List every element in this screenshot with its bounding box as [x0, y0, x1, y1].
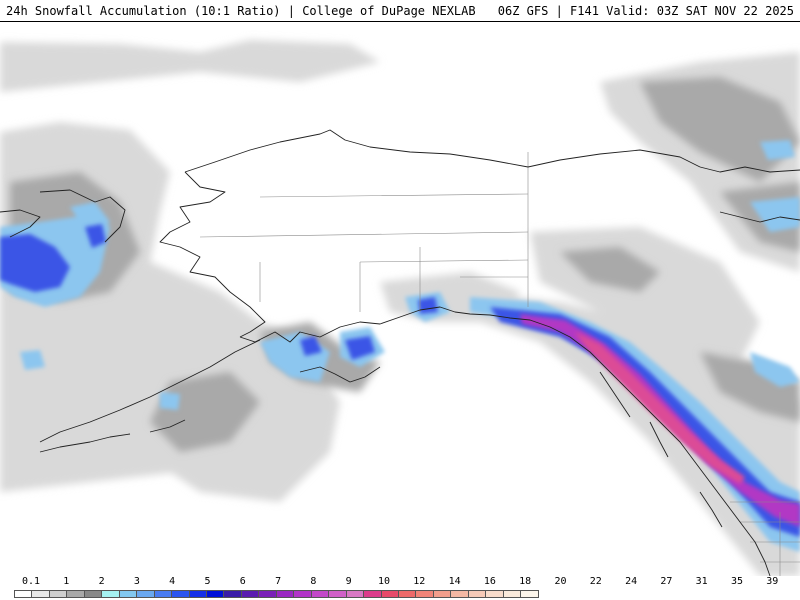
legend-label: 27 [660, 576, 673, 587]
legend-label: 16 [483, 576, 496, 587]
legend-labels: 0.1 1 2 3 4 5 6 7 8 9 10 12 14 16 18 20 22 24 27 31 35 39 [0, 576, 800, 589]
legend-label: 22 [589, 576, 602, 587]
legend-color-bar [14, 590, 539, 598]
legend-label: 9 [345, 576, 352, 587]
legend-label: 10 [377, 576, 391, 587]
legend-swatch [467, 590, 487, 598]
legend-swatch [48, 590, 68, 598]
legend-label: 6 [239, 576, 246, 587]
legend-swatch [171, 590, 190, 598]
legend-swatch [188, 590, 207, 598]
legend-label: 31 [695, 576, 708, 587]
legend-label: 4 [169, 576, 176, 587]
legend-swatch [363, 590, 382, 598]
legend-label: 12 [413, 576, 426, 587]
legend-swatch [14, 590, 33, 598]
map-title: 24h Snowfall Accumulation (10:1 Ratio) |… [6, 4, 476, 18]
map-header: 24h Snowfall Accumulation (10:1 Ratio) |… [0, 0, 800, 22]
legend-swatch [293, 590, 312, 598]
legend-swatch [223, 590, 242, 598]
legend-swatch [415, 590, 434, 598]
snow-shading-blue [0, 224, 800, 537]
snow-shading-pink [575, 332, 745, 484]
legend-swatch [345, 590, 365, 598]
legend-label: 14 [448, 576, 461, 587]
legend-swatch [380, 590, 399, 598]
legend-label: 18 [519, 576, 532, 587]
legend-label: 8 [310, 576, 317, 587]
legend-swatch [432, 590, 452, 598]
legend-swatch [310, 590, 330, 598]
snowfall-map [0, 22, 800, 576]
legend-swatch [101, 590, 120, 598]
legend-label: 1 [63, 576, 70, 587]
legend-swatch [328, 590, 347, 598]
legend-swatch [31, 590, 50, 598]
legend-swatch [485, 590, 504, 598]
legend-label: 24 [625, 576, 638, 587]
legend-swatch [240, 590, 260, 598]
legend-swatch [450, 590, 469, 598]
legend-swatch [66, 590, 85, 598]
legend-label: 20 [554, 576, 567, 587]
legend-swatch [83, 590, 103, 598]
legend-swatch [258, 590, 277, 598]
legend-swatch [205, 590, 225, 598]
legend-swatch [502, 590, 522, 598]
legend-label: 3 [133, 576, 140, 587]
legend-label: 0.1 [21, 576, 41, 587]
legend-swatch [275, 590, 295, 598]
legend-swatch [153, 590, 173, 598]
legend-swatch [136, 590, 155, 598]
legend-swatch [397, 590, 417, 598]
legend-label: 7 [275, 576, 282, 587]
state-borders [199, 152, 800, 576]
coastline [0, 129, 800, 576]
legend-swatch [520, 590, 539, 598]
legend-label: 39 [766, 576, 779, 587]
model-valid-time: 06Z GFS | F141 Valid: 03Z SAT NOV 22 202… [497, 4, 794, 18]
legend-label: 35 [730, 576, 744, 587]
legend-label: 2 [98, 576, 105, 587]
legend-swatch [118, 590, 138, 598]
legend-label: 5 [204, 576, 211, 587]
